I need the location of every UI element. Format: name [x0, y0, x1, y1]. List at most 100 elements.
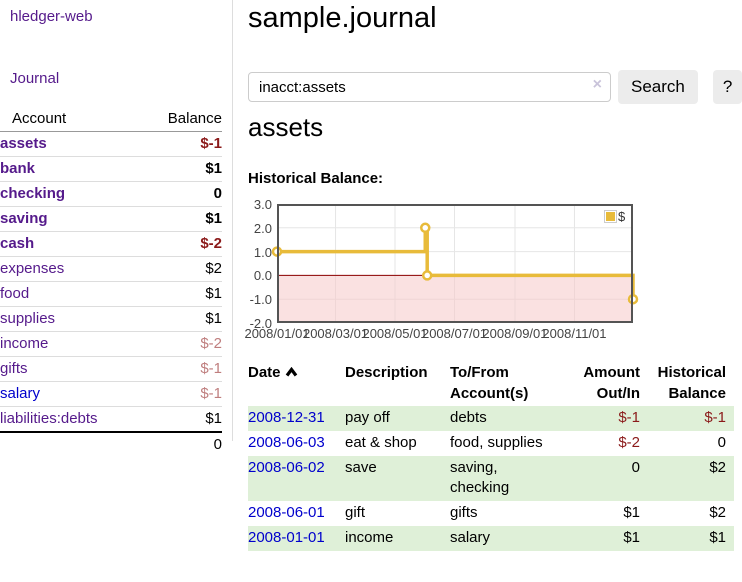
transaction-accounts: saving, checking [450, 459, 510, 496]
x-axis-tick-label: 2008/03/01 [302, 326, 369, 341]
page-title: sample.journal [248, 2, 437, 34]
account-name-cell: checking [0, 181, 143, 207]
accounts-total-row: 0 [0, 431, 222, 456]
y-axis-tick-label: 2.0 [253, 220, 272, 236]
sidebar-account-link[interactable]: salary [0, 385, 41, 402]
register-table: Date Description To/From Account(s) Amou… [248, 360, 734, 551]
transaction-date-cell: 2008-06-01 [248, 501, 345, 526]
register-header-amount: Amount Out/In [583, 364, 640, 402]
account-row: income $-2 [0, 331, 222, 357]
account-balance: $1 [142, 406, 222, 432]
register-header-description: Description [345, 364, 428, 381]
transaction-amount: $1 [623, 504, 640, 521]
account-name-cell: saving [0, 206, 143, 232]
transaction-balance: 0 [717, 434, 726, 451]
main-content: sample.journal × Search ? assets Histori… [244, 0, 742, 582]
sidebar-account-link[interactable]: saving [0, 210, 48, 227]
account-name-cell: expenses [0, 256, 143, 282]
sidebar-account-link[interactable]: supplies [0, 310, 56, 327]
register-header-accounts: To/From Account(s) [450, 364, 529, 402]
transaction-date-link[interactable]: 2008-01-01 [248, 529, 325, 546]
sidebar-account-link[interactable]: bank [0, 160, 36, 177]
sidebar: hledger-web Journal Account Balance asse… [0, 0, 233, 456]
app-title-link[interactable]: hledger-web [10, 8, 93, 25]
sidebar-account-link[interactable]: cash [0, 235, 35, 252]
transaction-date-link[interactable]: 2008-06-01 [248, 504, 325, 521]
account-name-cell: liabilities:debts [0, 406, 143, 432]
y-axis-tick-label: 3.0 [253, 197, 272, 212]
transaction-balance: $1 [709, 529, 726, 546]
help-button[interactable]: ? [712, 70, 742, 104]
transaction-amount: $-2 [618, 434, 640, 451]
x-axis-tick-label: 2008/07/01 [421, 326, 488, 341]
account-balance: $-1 [142, 356, 222, 382]
account-balance: 0 [142, 181, 222, 207]
account-row: checking 0 [0, 181, 222, 207]
sidebar-account-link[interactable]: checking [0, 185, 66, 202]
accounts-header-account: Account [0, 106, 143, 132]
transaction-balance: $2 [709, 459, 726, 476]
x-axis-tick-label: 2008/05/01 [362, 326, 428, 341]
transaction-date-link[interactable]: 2008-12-31 [248, 409, 325, 426]
legend-label: $ [618, 209, 626, 224]
transaction-date-cell: 2008-01-01 [248, 526, 345, 551]
x-axis-tick-label: 2008/09/01 [482, 326, 548, 341]
account-row: assets $-1 [0, 132, 222, 157]
y-axis-tick-label: 0.0 [253, 268, 272, 284]
transaction-balance: $-1 [704, 409, 726, 426]
account-row: saving $1 [0, 206, 222, 232]
transaction-row[interactable]: 2008-01-01 income salary $1 $1 [248, 526, 734, 551]
account-name-cell: assets [0, 132, 143, 157]
account-balance: $1 [142, 306, 222, 332]
search-button[interactable]: Search [618, 70, 698, 104]
clear-search-icon[interactable]: × [592, 76, 602, 93]
transaction-amount: $-1 [618, 409, 640, 426]
transaction-row[interactable]: 2008-06-01 gift gifts $1 $2 [248, 501, 734, 526]
register-header-date[interactable]: Date [248, 360, 345, 406]
transaction-amount: 0 [631, 459, 640, 476]
transaction-date-link[interactable]: 2008-06-03 [248, 434, 325, 451]
chart-plot-area [271, 204, 639, 323]
sidebar-account-link[interactable]: income [0, 335, 49, 352]
register-header-date-label: Date [248, 364, 281, 381]
sidebar-account-link[interactable]: assets [0, 135, 47, 152]
chart-title: Historical Balance: [248, 170, 384, 187]
y-axis-tick-label: -2.0 [249, 316, 272, 331]
x-axis-tick-label: 2008/01/01 [244, 326, 310, 341]
transaction-date-cell: 2008-06-02 [248, 456, 345, 501]
sidebar-account-link[interactable]: food [0, 285, 30, 302]
account-heading: assets [248, 112, 324, 142]
transaction-date-cell: 2008-06-03 [248, 431, 345, 456]
chart-legend: $ [604, 209, 625, 224]
sidebar-account-link[interactable]: liabilities:debts [0, 410, 98, 427]
account-name-cell: income [0, 331, 143, 357]
transaction-date-link[interactable]: 2008-06-02 [248, 459, 325, 476]
register-header-balance: Historical Balance [657, 364, 726, 402]
account-row: liabilities:debts $1 [0, 406, 222, 432]
account-row: food $1 [0, 281, 222, 307]
transaction-row[interactable]: 2008-06-02 save saving, checking 0 $2 [248, 456, 734, 501]
transaction-description: gift [345, 504, 366, 521]
transaction-amount: $1 [623, 529, 640, 546]
transaction-row[interactable]: 2008-12-31 pay off debts $-1 $-1 [248, 406, 734, 431]
sidebar-account-link[interactable]: gifts [0, 360, 28, 377]
account-balance: $-2 [142, 331, 222, 357]
search-input[interactable] [248, 72, 611, 102]
account-name-cell: food [0, 281, 143, 307]
legend-swatch-icon [604, 210, 617, 223]
transaction-date-cell: 2008-12-31 [248, 406, 345, 431]
transaction-row[interactable]: 2008-06-03 eat & shop food, supplies $-2 0 [248, 431, 734, 456]
transaction-accounts: food, supplies [450, 434, 543, 451]
account-name-cell: bank [0, 156, 143, 182]
accounts-total-value: 0 [142, 431, 222, 456]
search-input-wrap: × [248, 72, 611, 102]
accounts-table-header: Account Balance [0, 106, 222, 132]
account-row: gifts $-1 [0, 356, 222, 382]
sidebar-account-link[interactable]: expenses [0, 260, 65, 277]
account-row: supplies $1 [0, 306, 222, 332]
balance-chart-canvas [271, 204, 639, 323]
sidebar-item-journal[interactable]: Journal [10, 70, 60, 87]
account-balance: $-1 [142, 381, 222, 407]
historical-balance-chart: 3.0 2.0 1.0 0.0 -1.0 -2.0 2008/01/01 2008/03/0… [244, 198, 678, 346]
accounts-total-spacer [0, 431, 143, 456]
